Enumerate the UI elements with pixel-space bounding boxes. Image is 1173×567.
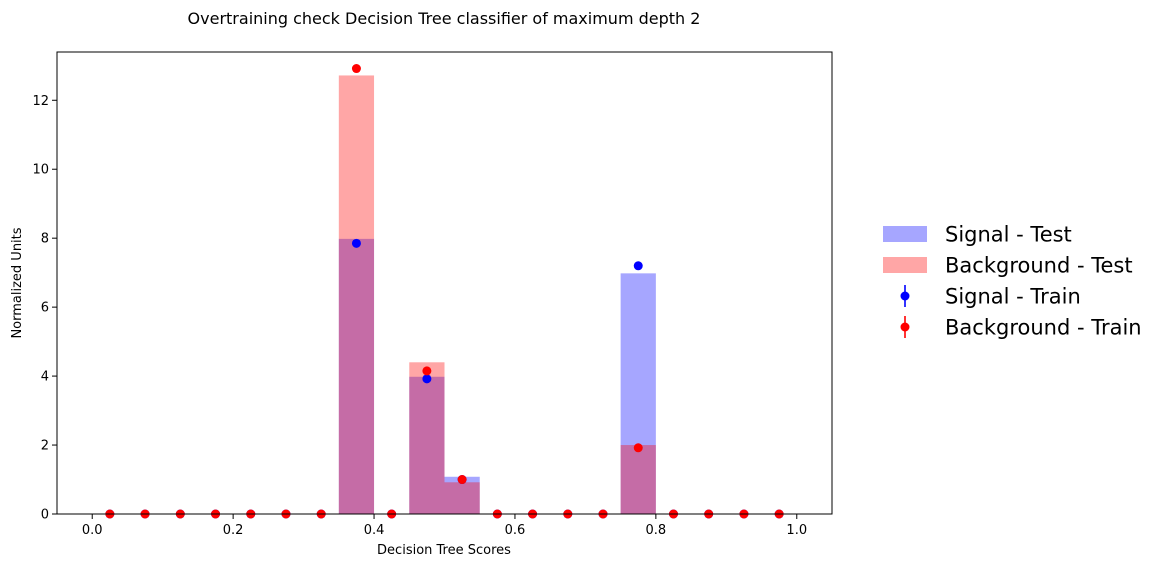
x-tick-label: 0.0 bbox=[82, 523, 103, 538]
y-axis-label: Normalized Units bbox=[10, 227, 25, 338]
data-point bbox=[633, 443, 643, 453]
legend-entry: Signal - Train bbox=[900, 285, 1081, 309]
histogram-bar bbox=[620, 273, 656, 514]
data-point bbox=[422, 366, 432, 376]
plot-frame bbox=[56, 51, 833, 515]
y-tick-label: 0 bbox=[41, 508, 49, 523]
legend: Signal - Test Background - Test Signal - T… bbox=[883, 223, 1142, 340]
y-tick-label: 12 bbox=[32, 94, 49, 109]
x-tick-label: 1.0 bbox=[786, 523, 807, 538]
histogram-bar bbox=[620, 445, 656, 514]
histogram-bar bbox=[409, 362, 445, 514]
legend-label: Background - Train bbox=[945, 316, 1142, 340]
data-point bbox=[351, 238, 361, 248]
histogram-bar bbox=[444, 482, 480, 514]
y-tick-label: 8 bbox=[41, 232, 49, 247]
x-tick-label: 0.4 bbox=[364, 523, 385, 538]
legend-entry: Background - Train bbox=[900, 316, 1142, 340]
x-tick-label: 0.2 bbox=[223, 523, 244, 538]
legend-swatch bbox=[883, 226, 927, 242]
y-axis-ticks: 0 2 4 6 8 10 12 bbox=[32, 94, 57, 523]
x-tick-label: 0.6 bbox=[505, 523, 526, 538]
y-tick-label: 6 bbox=[41, 301, 49, 316]
legend-swatch bbox=[883, 257, 927, 273]
data-point bbox=[351, 64, 361, 74]
plot-area bbox=[105, 64, 784, 519]
data-point bbox=[422, 374, 432, 384]
legend-marker bbox=[900, 322, 910, 332]
chart-title: Overtraining check Decision Tree classif… bbox=[188, 9, 701, 28]
x-axis-ticks: 0.0 0.2 0.4 0.6 0.8 1.0 bbox=[82, 514, 807, 538]
histogram-signal-test bbox=[338, 238, 656, 514]
y-tick-label: 2 bbox=[41, 439, 49, 454]
data-point bbox=[633, 261, 643, 271]
legend-entry: Background - Test bbox=[883, 254, 1133, 278]
legend-label: Signal - Test bbox=[945, 223, 1072, 247]
legend-label: Background - Test bbox=[945, 254, 1133, 278]
legend-marker bbox=[900, 291, 910, 301]
x-tick-label: 0.8 bbox=[646, 523, 667, 538]
points-signal-train bbox=[105, 238, 784, 519]
x-axis-label: Decision Tree Scores bbox=[377, 543, 511, 558]
histogram-background-test bbox=[338, 75, 656, 515]
y-tick-label: 10 bbox=[32, 163, 49, 178]
legend-label: Signal - Train bbox=[945, 285, 1081, 309]
legend-entry: Signal - Test bbox=[883, 223, 1072, 247]
y-tick-label: 4 bbox=[41, 370, 49, 385]
histogram-bar bbox=[409, 376, 445, 514]
histogram-bar bbox=[338, 75, 375, 515]
histogram-bar bbox=[338, 238, 375, 514]
points-background-train bbox=[105, 64, 784, 519]
data-point bbox=[457, 475, 467, 485]
